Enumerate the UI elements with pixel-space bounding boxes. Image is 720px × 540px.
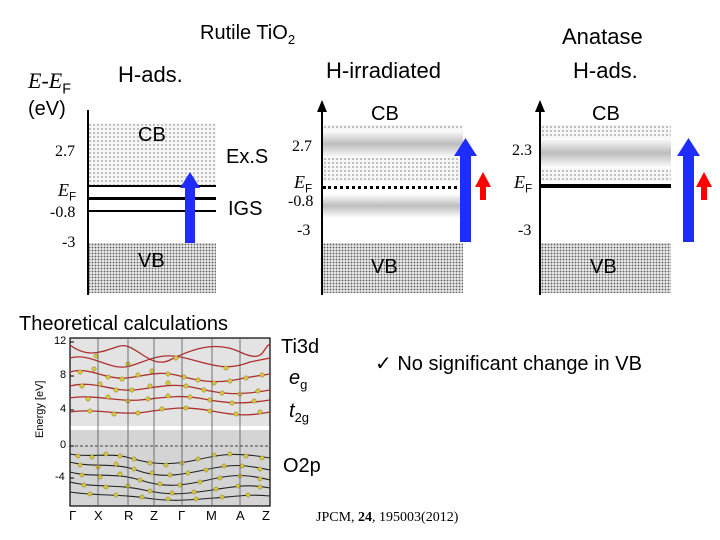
plot-xtick-r: R bbox=[124, 508, 134, 523]
panel1-exs-label: Ex.S bbox=[226, 146, 269, 168]
vb-note: ✓ No significant change in VB bbox=[375, 353, 642, 375]
plot-frame bbox=[69, 337, 271, 507]
check-icon: ✓ bbox=[375, 353, 392, 375]
plot-ytick-0: 0 bbox=[60, 439, 67, 451]
plot-xtick-z1: Z bbox=[150, 508, 158, 523]
panel2-tick-bottom: -3 bbox=[297, 222, 311, 239]
theory-title: Theoretical calculations bbox=[19, 313, 228, 335]
panel2-vb-band bbox=[323, 243, 463, 293]
energy-unit-label: (eV) bbox=[28, 98, 66, 120]
plot-yticks bbox=[70, 341, 74, 479]
panel2-ef-level bbox=[323, 186, 463, 189]
panel3-cb-gray-band bbox=[541, 138, 671, 168]
plot-ytick-minus4: -4 bbox=[55, 471, 65, 483]
panel3-vb-band bbox=[541, 243, 671, 293]
panel1-exs-level bbox=[88, 185, 216, 187]
panel2-axis-arrowhead bbox=[317, 100, 327, 112]
panel1-vb-band bbox=[88, 243, 216, 293]
energy-axis-label: E-EF bbox=[28, 68, 71, 98]
panel2-tick-top: 2.7 bbox=[292, 138, 312, 155]
valence-dots bbox=[75, 451, 265, 502]
plot-ytick-4: 4 bbox=[60, 403, 67, 415]
panel1-vb-label: VB bbox=[138, 250, 165, 272]
plot-xtick-gamma1: Γ bbox=[69, 508, 77, 523]
panel1-tick-ef: EF bbox=[58, 180, 77, 204]
panel1-ef-level bbox=[88, 197, 216, 200]
rutile-title: Rutile TiO2 bbox=[200, 22, 296, 47]
panel2-red-arrow-shaft bbox=[480, 184, 486, 200]
panel3-red-arrow-shaft bbox=[701, 184, 707, 200]
panel2-tick-mid: -0.8 bbox=[288, 193, 314, 210]
panel2-vb-label: VB bbox=[371, 256, 398, 278]
t2g-label: t2g bbox=[289, 400, 310, 425]
plot-xtick-x: X bbox=[94, 508, 103, 523]
panel3-blue-arrow-head bbox=[677, 138, 700, 156]
plot-ytick-8: 8 bbox=[60, 369, 67, 381]
plot-ytick-12: 12 bbox=[54, 335, 67, 347]
anatase-title: Anatase bbox=[562, 24, 643, 49]
panel3-blue-arrow-shaft bbox=[683, 152, 694, 242]
hads-title: H-ads. bbox=[118, 62, 183, 87]
panel1-tick-top: 2.7 bbox=[55, 143, 75, 160]
panel2-cb-label: CB bbox=[371, 103, 399, 125]
eg-label: eg bbox=[289, 367, 308, 392]
symmetry-lines bbox=[97, 338, 241, 506]
panel1-cb-label: CB bbox=[138, 124, 166, 146]
plot-xtick-m: M bbox=[206, 508, 217, 523]
panel3-ef-level bbox=[541, 184, 671, 188]
panel1-tick-bottom: -3 bbox=[62, 234, 76, 251]
hirradiated-title: H-irradiated bbox=[326, 58, 441, 83]
plot-xtick-gamma2: Γ bbox=[178, 508, 186, 523]
panel3-axis-arrowhead bbox=[535, 100, 545, 112]
ti3d-label: Ti3d bbox=[281, 336, 320, 358]
panel1-blue-arrow-shaft bbox=[185, 185, 195, 243]
panel3-red-arrow-head bbox=[696, 172, 712, 187]
panel3-vb-label: VB bbox=[590, 256, 617, 278]
conduction-dots bbox=[77, 353, 265, 417]
panel3-cb-label: CB bbox=[592, 103, 620, 125]
panel3-tick-bottom: -3 bbox=[518, 222, 532, 239]
o2p-label: O2p bbox=[283, 455, 321, 477]
panel2-blue-arrow-shaft bbox=[460, 152, 471, 242]
conduction-curves bbox=[69, 343, 271, 416]
anatase-hads-title: H-ads. bbox=[573, 58, 638, 83]
panel1-igs-label: IGS bbox=[228, 198, 263, 220]
panel3-tick-top: 2.3 bbox=[512, 142, 532, 159]
panel1-cb-band bbox=[88, 123, 216, 185]
plot-xtick-z2: Z bbox=[262, 508, 270, 523]
panel2-red-arrow-head bbox=[475, 172, 491, 187]
panel2-gap-gray-band bbox=[323, 194, 463, 218]
panel1-igs-level bbox=[88, 210, 216, 212]
panel2-blue-arrow-head bbox=[454, 138, 477, 156]
citation: JPCM, 24, 195003(2012) bbox=[316, 510, 459, 525]
panel2-cb-gray-band bbox=[323, 130, 463, 158]
panel2-tick-ef: EF bbox=[294, 172, 313, 196]
panel3-tick-ef: EF bbox=[514, 172, 533, 196]
panel1-blue-arrow-head bbox=[180, 172, 200, 188]
panel1-tick-mid: -0.8 bbox=[50, 204, 76, 221]
plot-xtick-a: A bbox=[236, 508, 245, 523]
